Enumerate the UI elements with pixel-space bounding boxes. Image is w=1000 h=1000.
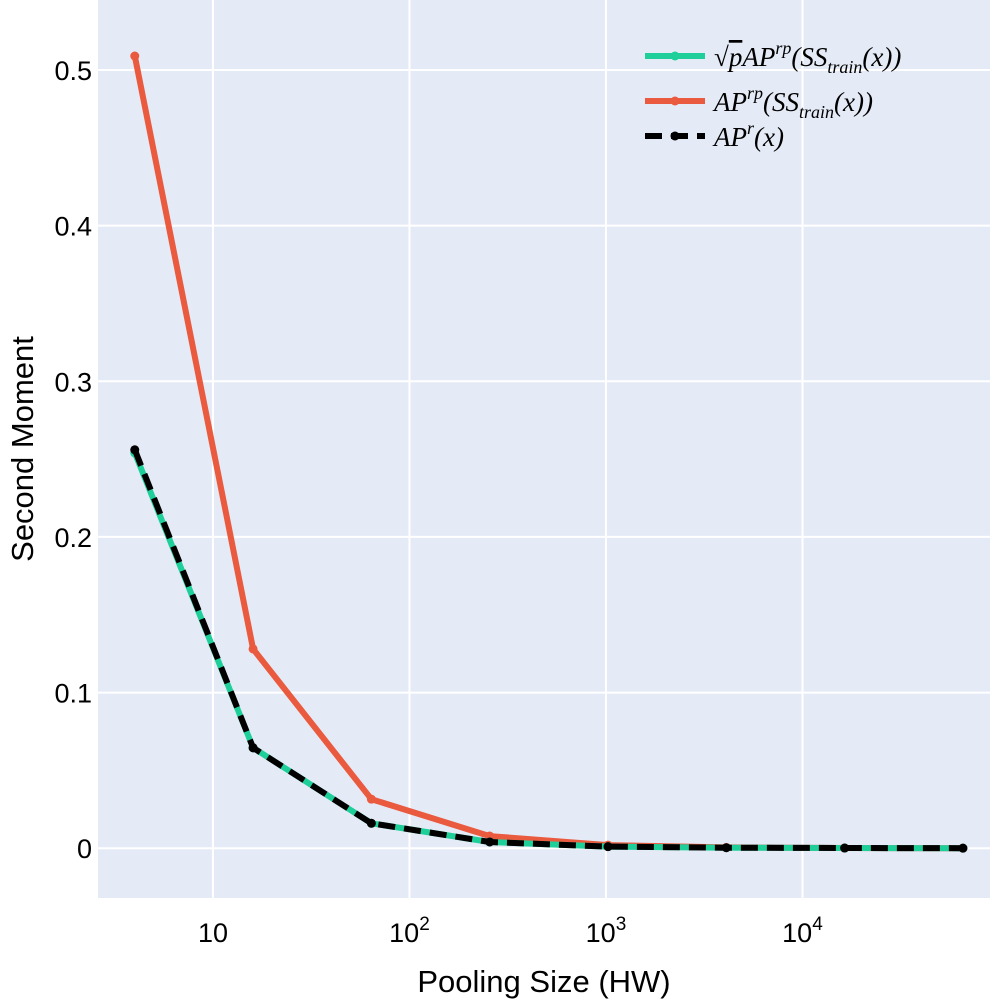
x-tick-label: 104 xyxy=(782,914,823,948)
grid xyxy=(98,0,990,898)
series xyxy=(130,51,968,853)
x-tick-label: 10 xyxy=(198,918,228,948)
x-tick-label: 103 xyxy=(586,914,627,948)
y-tick-label: 0.2 xyxy=(54,523,92,553)
data-point xyxy=(366,818,376,828)
data-point xyxy=(130,445,140,455)
y-axis-title: Second Moment xyxy=(5,336,40,562)
ticks: 0 0.1 0.2 0.3 0.4 0.5 10 102 103 104 xyxy=(54,56,823,948)
legend-label: APrp(SStrain(x)) xyxy=(712,83,873,122)
x-tick-label: 102 xyxy=(389,914,430,948)
plot-background xyxy=(98,0,990,898)
data-point xyxy=(958,843,968,853)
data-point xyxy=(248,743,258,753)
legend-marker xyxy=(670,131,680,141)
y-tick-label: 0.1 xyxy=(54,679,92,709)
y-tick-label: 0 xyxy=(77,834,92,864)
legend-marker xyxy=(670,51,680,61)
data-point xyxy=(248,644,258,654)
legend-label: APr(x) xyxy=(712,118,784,152)
data-point xyxy=(603,842,613,852)
data-point xyxy=(840,843,850,853)
data-point xyxy=(366,794,376,804)
y-tick-label: 0.4 xyxy=(54,212,92,242)
legend-marker xyxy=(670,96,680,106)
legend: √pAPrp(SStrain(x)) APrp(SStrain(x))APr(x) xyxy=(645,38,901,152)
data-point xyxy=(721,843,731,853)
x-axis-title: Pooling Size (HW) xyxy=(417,964,670,999)
data-point xyxy=(485,837,495,847)
y-tick-label: 0.5 xyxy=(54,56,92,86)
legend-label: √pAPrp(SStrain(x)) xyxy=(714,38,901,77)
data-point xyxy=(130,51,140,61)
y-tick-label: 0.3 xyxy=(54,367,92,397)
series-line xyxy=(132,448,963,852)
